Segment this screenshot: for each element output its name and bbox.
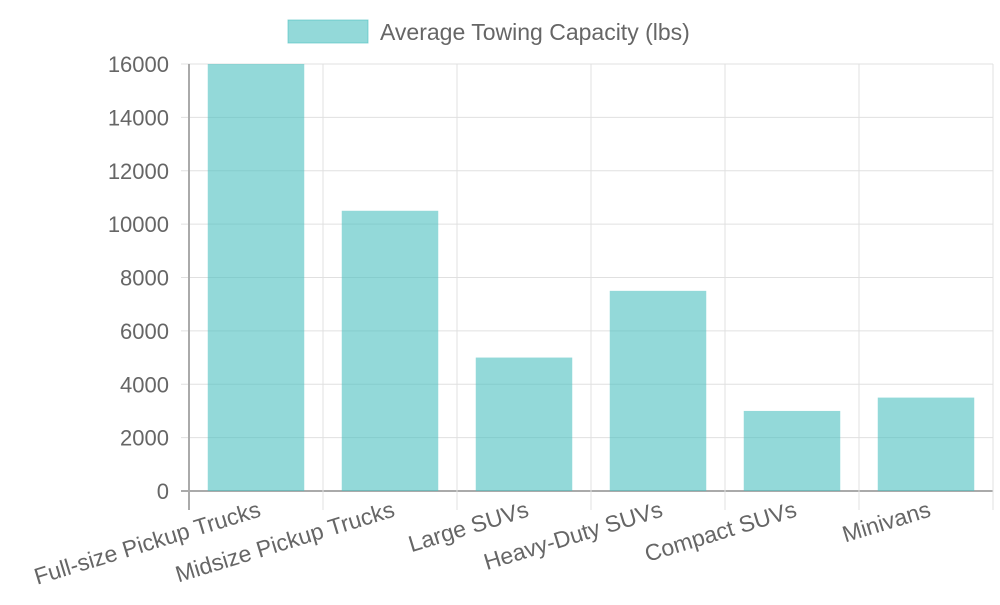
y-tick-label: 14000 [108, 105, 169, 130]
bar [341, 210, 439, 491]
y-tick-label: 0 [157, 479, 169, 504]
x-tick-label: Minivans [839, 496, 933, 547]
legend-label: Average Towing Capacity (lbs) [380, 19, 690, 45]
y-tick-label: 8000 [120, 266, 169, 291]
legend[interactable]: Average Towing Capacity (lbs) [287, 19, 690, 45]
legend-swatch [287, 19, 369, 44]
bar [207, 64, 305, 491]
y-tick-label: 16000 [108, 52, 169, 77]
bar [743, 410, 841, 491]
y-tick-label: 2000 [120, 426, 169, 451]
bar [609, 290, 707, 491]
x-tick-label: Midsize Pickup Trucks [172, 496, 397, 587]
y-tick-label: 6000 [120, 319, 169, 344]
bar [877, 397, 975, 491]
y-tick-label: 4000 [120, 372, 169, 397]
bar [475, 357, 573, 491]
y-tick-label: 12000 [108, 159, 169, 184]
x-tick-label: Compact SUVs [642, 496, 800, 567]
y-tick-label: 10000 [108, 212, 169, 237]
x-tick-label: Full-size Pickup Trucks [31, 496, 263, 590]
